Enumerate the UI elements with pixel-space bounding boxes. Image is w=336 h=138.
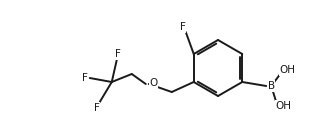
Text: B: B xyxy=(268,81,275,91)
Text: OH: OH xyxy=(279,65,295,75)
Text: O: O xyxy=(150,78,158,88)
Text: F: F xyxy=(180,22,186,32)
Text: F: F xyxy=(115,49,121,59)
Text: F: F xyxy=(82,73,88,83)
Text: OH: OH xyxy=(275,101,291,111)
Text: F: F xyxy=(94,103,100,113)
